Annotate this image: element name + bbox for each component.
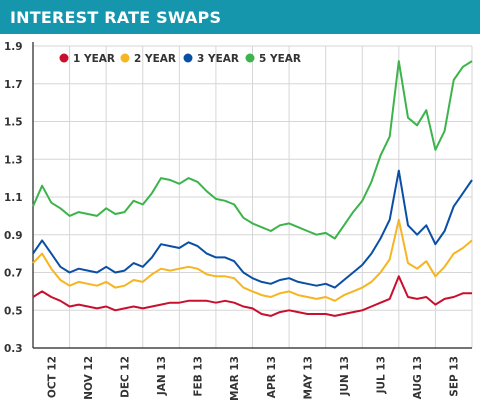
y-tick-label: 1.3 xyxy=(4,154,23,166)
y-tick-label: 0.5 xyxy=(4,305,23,317)
y-tick-label: 1.5 xyxy=(4,117,23,129)
y-tick-label: 1.9 xyxy=(4,41,23,53)
y-tick-label: 1.1 xyxy=(4,192,23,204)
x-tick-label: AUG 13 xyxy=(412,356,424,399)
x-tick-label: JUL 13 xyxy=(376,356,388,394)
legend-item: 1 YEAR xyxy=(59,53,115,65)
x-tick-label: FEB 13 xyxy=(193,356,205,397)
legend-item: 2 YEAR xyxy=(120,53,176,65)
x-tick-label: NOV 12 xyxy=(83,356,95,400)
series-line-1-year xyxy=(32,275,472,317)
legend-label: 5 YEAR xyxy=(259,53,301,65)
chart-title: INTEREST RATE SWAPS xyxy=(10,7,222,27)
x-tick-label: JAN 13 xyxy=(156,356,168,396)
x-tick-label: DEC 12 xyxy=(119,356,131,398)
legend-label: 1 YEAR xyxy=(73,53,115,65)
chart-title-bar: INTEREST RATE SWAPS xyxy=(0,0,480,34)
y-tick-label: 1.7 xyxy=(4,79,23,91)
legend-label: 2 YEAR xyxy=(134,53,176,65)
legend-swatch xyxy=(183,53,193,63)
x-tick-label: SEP 13 xyxy=(449,356,461,397)
x-tick-label: OCT 12 xyxy=(46,356,58,398)
series-line-5-year xyxy=(32,60,473,240)
legend-swatch xyxy=(245,53,255,63)
series-line-2-year xyxy=(32,218,473,302)
y-tick-label: 0.7 xyxy=(4,268,23,280)
y-tick-label: 0.9 xyxy=(4,230,23,242)
x-tick-label: MAY 13 xyxy=(302,356,314,399)
y-tick-label: 0.3 xyxy=(4,343,23,355)
legend-item: 3 YEAR xyxy=(183,53,239,65)
x-tick-label: JUN 13 xyxy=(339,356,351,397)
series-line-3-year xyxy=(32,169,473,289)
legend-swatch xyxy=(120,53,130,63)
legend-swatch xyxy=(59,53,69,63)
line-chart: 1.9 1.7 1.5 1.3 1.1 0.9 0.7 0.5 0.3 OCT 12 NOV 12 D… xyxy=(4,41,473,401)
x-tick-label: MAR 13 xyxy=(229,356,241,401)
x-tick-label: APR 13 xyxy=(266,356,278,398)
legend-item: 5 YEAR xyxy=(245,53,301,65)
legend-label: 3 YEAR xyxy=(197,53,239,65)
